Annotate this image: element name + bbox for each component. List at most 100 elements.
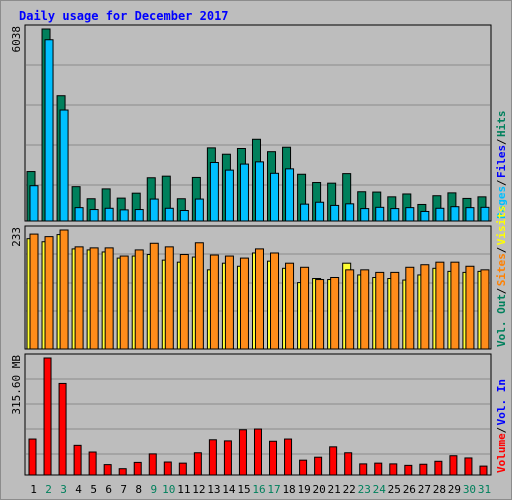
bar-files-day-20 (315, 201, 325, 222)
bar-sites-day-9 (149, 242, 159, 350)
bar-sites-day-12 (194, 242, 204, 350)
right-label-separator: / (495, 179, 508, 186)
bar-files-day-19 (300, 203, 310, 222)
bar-volume-day-31 (479, 465, 488, 476)
bar-volume-day-7 (118, 468, 127, 476)
bar-volume-day-5 (88, 451, 97, 476)
bar-volume-day-30 (464, 457, 473, 476)
x-tick-label-8: 8 (135, 483, 142, 496)
bar-volume-day-18 (284, 438, 293, 476)
x-tick-label-2: 2 (45, 483, 52, 496)
bar-sites-day-27 (420, 264, 430, 350)
bar-volume-day-4 (73, 444, 82, 476)
bar-sites-day-28 (435, 261, 445, 350)
bar-volume-day-16 (253, 428, 262, 476)
bar-files-day-18 (285, 168, 295, 222)
bar-sites-day-30 (465, 265, 475, 350)
bar-volume-day-23 (359, 463, 368, 476)
x-tick-label-21: 21 (328, 483, 341, 496)
right-label-volume-volume: Volume (495, 433, 508, 473)
bar-sites-day-22 (345, 269, 355, 350)
bar-files-day-3 (59, 109, 69, 222)
x-tick-label-13: 13 (207, 483, 220, 496)
x-tick-label-31: 31 (478, 483, 491, 496)
bar-files-day-1 (29, 185, 39, 222)
bar-volume-day-3 (58, 382, 67, 476)
bar-sites-day-6 (104, 247, 114, 350)
bar-files-day-22 (345, 203, 355, 222)
bar-files-day-30 (465, 207, 475, 222)
x-tick-label-1: 1 (30, 483, 37, 496)
bar-sites-day-20 (315, 279, 325, 350)
chart-title: Daily usage for December 2017 (19, 9, 229, 23)
right-label-visits_sites-visits: Visits (495, 205, 508, 245)
bar-files-day-31 (480, 206, 490, 222)
x-tick-label-15: 15 (237, 483, 250, 496)
bar-volume-day-9 (148, 453, 157, 476)
bar-sites-day-29 (450, 261, 460, 350)
x-tick-label-11: 11 (177, 483, 190, 496)
bar-sites-day-16 (254, 248, 264, 350)
bar-files-day-28 (435, 207, 445, 222)
bar-volume-day-17 (269, 440, 278, 476)
bar-volume-day-22 (344, 452, 353, 476)
right-label-visits_sites-sites: Sites (495, 253, 508, 286)
bar-sites-day-23 (360, 269, 370, 350)
ylabel-volume: 315.60 MB (10, 355, 23, 415)
bar-files-day-29 (450, 206, 460, 222)
x-tick-label-28: 28 (433, 483, 446, 496)
x-tick-label-30: 30 (463, 483, 476, 496)
x-tick-label-3: 3 (60, 483, 67, 496)
x-tick-label-7: 7 (120, 483, 127, 496)
ylabel-hits_files: 6038 (10, 26, 23, 53)
x-tick-label-12: 12 (192, 483, 205, 496)
x-tick-label-16: 16 (252, 483, 265, 496)
bar-sites-day-19 (300, 266, 310, 350)
bar-sites-day-11 (179, 254, 189, 350)
bar-volume-day-1 (28, 438, 37, 476)
x-tick-label-26: 26 (403, 483, 416, 496)
bar-sites-day-26 (405, 266, 415, 350)
bar-sites-day-25 (390, 271, 400, 350)
bar-sites-day-1 (29, 233, 39, 350)
x-tick-label-18: 18 (282, 483, 295, 496)
bar-volume-day-26 (404, 464, 413, 476)
right-label-visits_sites-vol-out: Vol. Out (495, 294, 508, 347)
x-tick-label-14: 14 (222, 483, 236, 496)
bar-sites-day-10 (164, 246, 174, 350)
bar-files-day-21 (330, 204, 340, 222)
bar-files-day-6 (104, 207, 114, 222)
bar-files-day-23 (360, 208, 370, 222)
bar-volume-day-8 (133, 461, 142, 476)
bar-files-day-2 (44, 39, 54, 222)
bar-files-day-14 (224, 169, 234, 222)
bar-files-day-17 (270, 172, 280, 222)
bar-sites-day-14 (224, 255, 234, 350)
x-tick-label-5: 5 (90, 483, 97, 496)
bar-volume-day-25 (389, 463, 398, 476)
bar-files-day-8 (134, 209, 144, 222)
bar-sites-day-8 (134, 249, 144, 350)
bar-volume-day-13 (208, 439, 217, 476)
x-tick-label-17: 17 (267, 483, 280, 496)
bar-files-day-26 (405, 207, 415, 222)
bar-sites-day-17 (270, 252, 280, 350)
bar-files-day-25 (390, 208, 400, 222)
bar-volume-day-29 (449, 455, 458, 476)
bar-files-day-5 (89, 209, 99, 222)
x-tick-label-6: 6 (105, 483, 112, 496)
bar-volume-day-2 (43, 357, 52, 476)
bar-files-day-13 (209, 161, 219, 222)
x-tick-label-25: 25 (388, 483, 401, 496)
x-tick-label-27: 27 (418, 483, 431, 496)
bar-files-day-27 (420, 210, 430, 222)
x-tick-label-10: 10 (162, 483, 175, 496)
bar-volume-day-27 (419, 463, 428, 476)
bar-volume-day-21 (329, 446, 338, 476)
bar-sites-day-5 (89, 247, 99, 350)
right-label-volume-vol-in: Vol. In (495, 379, 508, 425)
bar-files-day-10 (164, 207, 174, 222)
bar-volume-day-15 (238, 429, 247, 476)
bar-sites-day-24 (375, 271, 385, 350)
